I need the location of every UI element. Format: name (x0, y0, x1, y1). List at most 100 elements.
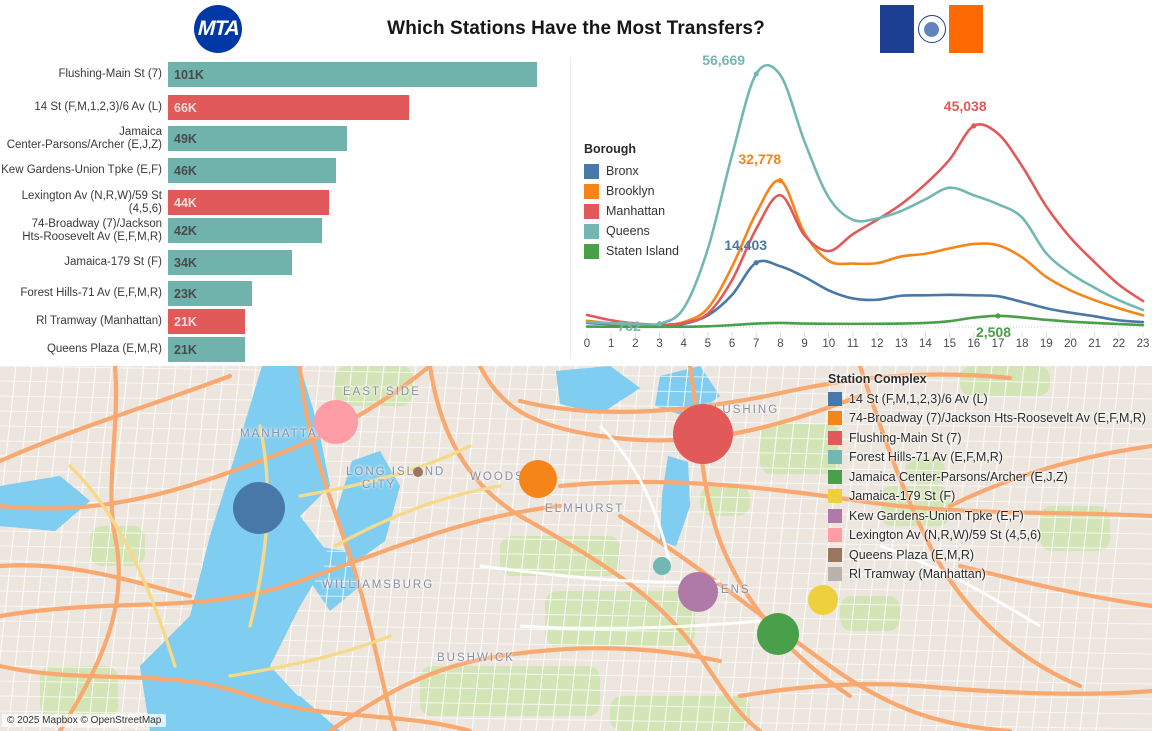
bar-chart-row[interactable]: Flushing-Main St (7) 101K (0, 62, 570, 87)
transfers-bar-chart: Flushing-Main St (7) 101K 14 St (F,M,1,2,3… (0, 58, 570, 366)
legend-swatch-icon (828, 430, 842, 445)
bar-track: 23K (168, 281, 570, 306)
station-complex-legend-item[interactable]: 74-Broadway (7)/Jackson Hts-Roosevelt Av… (828, 409, 1146, 429)
bar[interactable]: 23K (168, 281, 253, 306)
station-map[interactable]: EAST SIDE MANHATTAN LONG ISLAND CITY WOODSID… (0, 366, 1152, 731)
bar-track: 49K (168, 126, 570, 151)
map-place-label: ELMHURST (545, 503, 625, 515)
bar-chart-row[interactable]: Forest Hills-71 Av (E,F,M,R) 23K (0, 281, 570, 306)
borough-legend-item[interactable]: Bronx (584, 161, 679, 181)
borough-legend-item[interactable]: Queens (584, 221, 679, 241)
bar-track: 34K (168, 250, 570, 275)
map-station-bubble[interactable] (314, 400, 358, 444)
station-complex-legend-item[interactable]: Lexington Av (N,R,W)/59 St (4,5,6) (828, 526, 1146, 546)
mta-logo-circle: MTA (194, 5, 242, 53)
hourly-transfers-line-chart: Borough Bronx Brooklyn Manhattan Queens Stat… (571, 52, 1152, 366)
map-place-label: CITY (362, 479, 397, 491)
bar[interactable]: 34K (168, 250, 293, 275)
bar-category-label: Rl Tramway (Manhattan) (36, 315, 162, 328)
borough-legend-item[interactable]: Staten Island (584, 241, 679, 261)
bar[interactable]: 21K (168, 337, 245, 362)
bar-chart-row[interactable]: Lexington Av (N,R,W)/59 St (4,5,6) 44K (0, 190, 570, 215)
nyc-flag (880, 5, 983, 53)
borough-legend-item[interactable]: Manhattan (584, 201, 679, 221)
bar-chart-row[interactable]: Jamaica-179 St (F) 34K (0, 250, 570, 275)
line-chart-x-tick: 23 (1136, 338, 1150, 350)
station-complex-legend-label: Queens Plaza (E,M,R) (849, 547, 975, 562)
bar-chart-row[interactable]: 74-Broadway (7)/Jackson Hts-Roosevelt Av… (0, 218, 570, 243)
station-complex-legend-item[interactable]: Kew Gardens-Union Tpke (E,F) (828, 506, 1146, 526)
map-station-bubble[interactable] (678, 572, 718, 612)
bar-chart-row[interactable]: Rl Tramway (Manhattan) 21K (0, 309, 570, 334)
bar-track: 46K (168, 158, 570, 183)
bar-category-label: Queens Plaza (E,M,R) (46, 343, 162, 356)
bar-chart-row[interactable]: Jamaica Center-Parsons/Archer (E,J,Z) 49K (0, 126, 570, 151)
map-station-bubble[interactable] (519, 460, 557, 498)
map-station-bubble[interactable] (757, 613, 799, 655)
bar[interactable]: 44K (168, 190, 329, 215)
line-annotation-point (753, 260, 759, 266)
line-chart-x-tick: 5 (704, 338, 712, 350)
borough-legend-title: Borough (584, 142, 637, 156)
bar-track: 101K (168, 62, 570, 87)
line-chart-svg (585, 64, 1145, 338)
borough-legend: Borough Bronx Brooklyn Manhattan Queens Stat… (584, 142, 679, 261)
station-complex-legend-label: Flushing-Main St (7) (849, 430, 962, 445)
bar-value-label: 44K (174, 195, 197, 210)
legend-swatch-icon (828, 450, 842, 465)
map-place-label: LONG ISLAND (346, 466, 446, 478)
bar-value-label: 66K (174, 100, 197, 115)
bar[interactable]: 42K (168, 218, 322, 243)
line-annotation-label: 56,669 (702, 51, 746, 68)
map-place-label: WILLIAMSBURG (322, 579, 435, 591)
station-complex-legend-item[interactable]: Queens Plaza (E,M,R) (828, 545, 1146, 565)
station-complex-legend-item[interactable]: 14 St (F,M,1,2,3)/6 Av (L) (828, 389, 1146, 409)
borough-legend-label: Staten Island (606, 244, 679, 258)
bar[interactable]: 46K (168, 158, 337, 183)
station-complex-legend-item[interactable]: Jamaica Center-Parsons/Archer (E,J,Z) (828, 467, 1146, 487)
station-complex-legend-item[interactable]: Jamaica-179 St (F) (828, 487, 1146, 507)
line-chart-x-tick: 14 (919, 338, 932, 350)
map-station-bubble[interactable] (808, 585, 838, 615)
bar-value-label: 46K (174, 163, 197, 178)
station-complex-legend-item[interactable]: Forest Hills-71 Av (E,F,M,R) (828, 448, 1146, 468)
bar-chart-row[interactable]: Kew Gardens-Union Tpke (E,F) 46K (0, 158, 570, 183)
station-complex-legend-items: 14 St (F,M,1,2,3)/6 Av (L) 74-Broadway (7… (828, 389, 1146, 584)
map-station-bubble[interactable] (413, 467, 423, 477)
station-complex-legend-item[interactable]: Rl Tramway (Manhattan) (828, 565, 1146, 585)
line-chart-x-tick: 9 (801, 338, 808, 350)
line-chart-x-tick: 8 (777, 338, 784, 350)
borough-legend-items: Bronx Brooklyn Manhattan Queens Staten Islan… (584, 161, 679, 261)
borough-legend-label: Queens (606, 224, 650, 238)
line-chart-x-tick: 0 (583, 338, 591, 350)
line-chart-x-tick: 6 (728, 338, 736, 350)
bar-category-label: Jamaica Center-Parsons/Archer (E,J,Z) (6, 126, 162, 151)
line-chart-x-tick: 3 (656, 338, 663, 350)
page-header: MTA Which Stations Have the Most Transfe… (0, 0, 1152, 58)
line-chart-x-tick: 2 (632, 338, 639, 350)
line-annotation-label: 732 (617, 317, 641, 334)
bar-chart-row[interactable]: Queens Plaza (E,M,R) 21K (0, 337, 570, 362)
bar-chart-row[interactable]: 14 St (F,M,1,2,3)/6 Av (L) 66K (0, 95, 570, 120)
bar-value-label: 23K (174, 286, 197, 301)
line-chart-x-tick: 15 (943, 338, 956, 350)
bar[interactable]: 66K (168, 95, 410, 120)
bar[interactable]: 101K (168, 62, 538, 87)
bar-category-label: Forest Hills-71 Av (E,F,M,R) (20, 287, 162, 300)
line-annotation-label: 32,778 (738, 150, 782, 167)
line-chart-x-tick: 11 (846, 338, 859, 350)
map-station-bubble[interactable] (653, 557, 671, 575)
borough-legend-item[interactable]: Brooklyn (584, 181, 679, 201)
bar[interactable]: 21K (168, 309, 245, 334)
bar-category-label: Flushing-Main St (7) (58, 68, 162, 81)
line-series-bronx (585, 259, 1145, 327)
borough-legend-label: Manhattan (606, 204, 666, 218)
map-station-bubble[interactable] (233, 482, 285, 534)
nyc-flag-blue-band (880, 5, 914, 53)
station-complex-legend-item[interactable]: Flushing-Main St (7) (828, 428, 1146, 448)
bar[interactable]: 49K (168, 126, 348, 151)
station-complex-legend-label: 14 St (F,M,1,2,3)/6 Av (L) (849, 391, 988, 406)
station-complex-legend-title: Station Complex (828, 372, 927, 386)
map-station-bubble[interactable] (673, 404, 733, 464)
map-attribution[interactable]: © 2025 Mapbox © OpenStreetMap (2, 714, 167, 727)
